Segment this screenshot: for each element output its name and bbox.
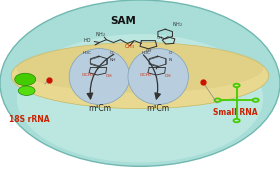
Text: OCH$_3$: OCH$_3$	[81, 72, 94, 79]
Text: NH: NH	[110, 58, 116, 62]
Text: NH$_2$: NH$_2$	[172, 20, 183, 29]
Ellipse shape	[15, 73, 36, 85]
Text: m⁴Cm: m⁴Cm	[88, 104, 111, 113]
Text: H$_3$C: H$_3$C	[141, 50, 151, 57]
Ellipse shape	[18, 86, 35, 95]
Text: SAM: SAM	[110, 16, 136, 26]
Text: 18S rRNA: 18S rRNA	[9, 115, 50, 124]
Ellipse shape	[128, 49, 188, 105]
Text: O: O	[168, 51, 172, 55]
Text: HO: HO	[83, 38, 91, 43]
Text: OCH$_3$: OCH$_3$	[139, 72, 152, 79]
Text: H$_3$C: H$_3$C	[82, 50, 92, 57]
Text: N: N	[168, 58, 172, 62]
Text: OH: OH	[145, 49, 151, 53]
Text: m³Cm: m³Cm	[147, 104, 170, 113]
Ellipse shape	[69, 49, 130, 105]
Text: Small RNA: Small RNA	[213, 108, 258, 117]
Ellipse shape	[0, 0, 280, 166]
Text: OH: OH	[106, 74, 113, 77]
Ellipse shape	[17, 43, 263, 93]
Text: NH$_2$: NH$_2$	[95, 30, 106, 39]
Text: CH$_3$: CH$_3$	[124, 42, 135, 51]
Text: OH: OH	[157, 36, 163, 40]
Text: OH: OH	[165, 74, 172, 77]
Ellipse shape	[17, 34, 263, 163]
Ellipse shape	[11, 43, 269, 109]
Text: O: O	[109, 51, 113, 55]
